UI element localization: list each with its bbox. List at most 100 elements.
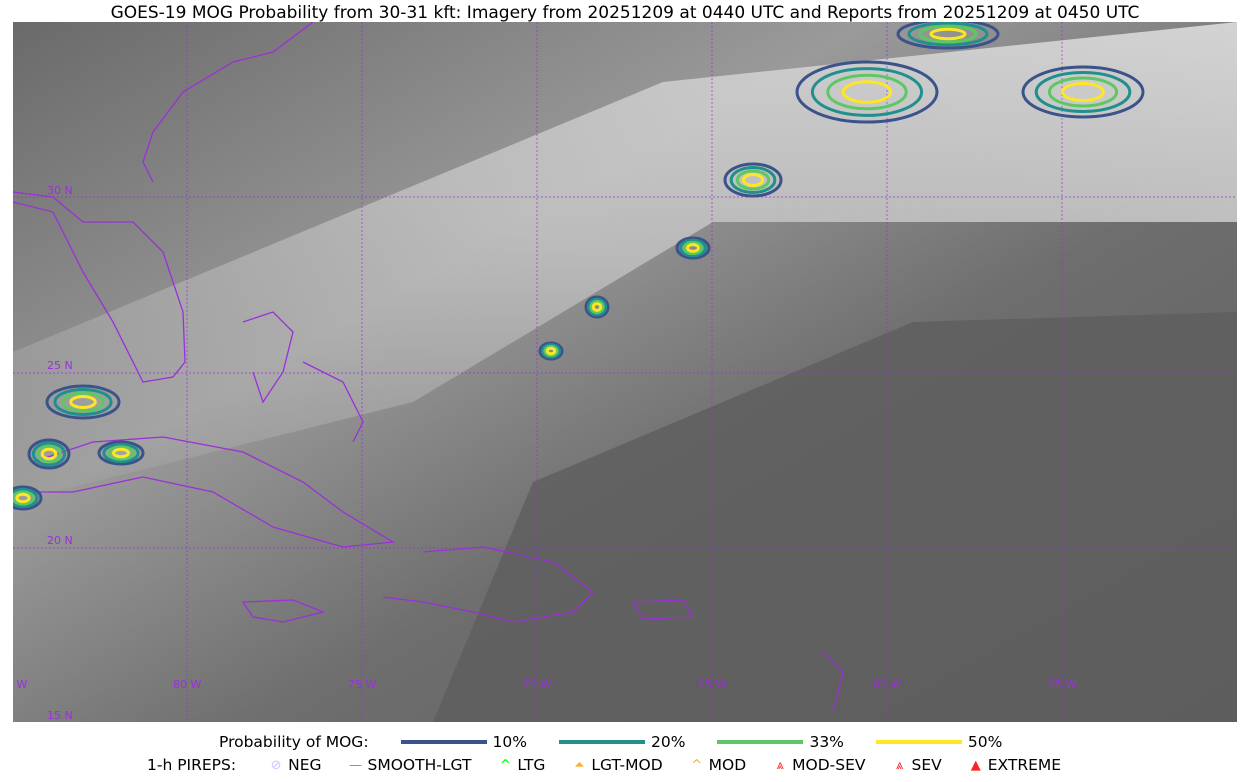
pirep-label: SMOOTH-LGT <box>367 756 472 774</box>
contour-33% <box>61 391 105 413</box>
contour-20% <box>586 297 608 317</box>
level-swatch <box>400 740 487 744</box>
contour-50% <box>15 492 31 504</box>
lon-label: 70 W <box>523 678 551 691</box>
pirep-item-0: ⊘ NEG <box>266 756 322 774</box>
lon-label: 80 W <box>173 678 201 691</box>
filled-triangle-icon: ▲ <box>970 757 981 773</box>
legend-level-1: 20% <box>559 733 685 751</box>
dark-region <box>433 312 1237 722</box>
contour-33% <box>918 24 978 44</box>
level-label: 20% <box>651 733 686 751</box>
contour-20% <box>13 487 39 509</box>
legend-level-3: 50% <box>875 733 1003 751</box>
caret-icon: ^ <box>499 757 511 773</box>
level-swatch <box>875 740 962 744</box>
contour-50% <box>841 80 893 104</box>
pireps-legend-label: 1-h PIREPS: <box>147 756 237 774</box>
longitude-labels: 85 W 80 W 75 W 70 W 65 W 60 W 55 W <box>13 678 1076 691</box>
contour-10% <box>896 22 1000 50</box>
pirep-label: LTG <box>517 756 546 774</box>
level-label: 33% <box>809 733 844 751</box>
lat-label: 15 N <box>47 709 73 722</box>
contour-50% <box>40 447 58 461</box>
line-icon: — <box>349 757 363 773</box>
contour-20% <box>102 442 140 464</box>
contour-20% <box>31 441 67 467</box>
contour-10% <box>45 384 121 420</box>
probability-legend-label: Probability of MOG: <box>219 733 369 751</box>
legend-level-0: 10% <box>400 733 527 751</box>
contour-20% <box>907 22 989 47</box>
caret-icon: ^ <box>691 757 703 773</box>
mog-probability-contours <box>13 22 1145 511</box>
cloud-band <box>13 22 1237 502</box>
pirep-item-1: — SMOOTH-LGT <box>346 756 472 774</box>
pirep-label: NEG <box>288 756 322 774</box>
neg-icon: ⊘ <box>270 757 282 773</box>
contour-20% <box>679 238 707 258</box>
contour-33% <box>1047 76 1119 108</box>
contour-10% <box>538 341 564 361</box>
graticule <box>13 22 1237 722</box>
lon-label: 55 W <box>1048 678 1076 691</box>
contour-33% <box>735 169 771 191</box>
double-caret-icon: ⩓ <box>895 757 904 773</box>
level-swatch <box>717 740 804 744</box>
contour-50% <box>1061 82 1105 102</box>
contour-50% <box>686 243 700 253</box>
contour-50% <box>929 27 967 41</box>
contour-10% <box>13 485 43 511</box>
latitude-labels: 30 N 25 N 20 N 15 N <box>47 184 73 722</box>
legend-level-2: 33% <box>717 733 844 751</box>
contour-10% <box>723 162 783 198</box>
contour-33% <box>107 445 135 461</box>
level-label: 10% <box>492 733 527 751</box>
contour-20% <box>810 67 924 117</box>
pirep-label: LGT-MOD <box>591 756 663 774</box>
contour-33% <box>682 240 704 256</box>
contour-33% <box>543 345 559 357</box>
pirep-item-3: ⏶ LGT-MOD <box>569 756 662 774</box>
contour-10% <box>27 438 71 470</box>
contour-33% <box>13 490 35 506</box>
contour-50% <box>69 395 97 409</box>
lon-label: 60 W <box>873 678 901 691</box>
contour-33% <box>589 299 605 315</box>
double-caret-bar-icon: ⩓ <box>776 757 784 773</box>
level-label: 50% <box>967 733 1003 751</box>
probability-legend: Probability of MOG: 10% 20% 33% 50% <box>0 733 1250 751</box>
pirep-label: MOD-SEV <box>792 756 866 774</box>
lat-label: 25 N <box>47 359 73 372</box>
pirep-label: SEV <box>911 756 942 774</box>
contour-50% <box>591 302 603 312</box>
contour-10% <box>1021 65 1145 119</box>
lon-label: 85 W <box>13 678 27 691</box>
coastlines <box>13 22 844 713</box>
lon-label: 65 W <box>698 678 726 691</box>
pireps-legend: 1-h PIREPS: ⊘ NEG — SMOOTH-LGT ^ LTG ⏶ LGT-MOD ^… <box>0 756 1250 774</box>
contour-33% <box>36 444 62 464</box>
contour-20% <box>729 166 777 194</box>
lat-label: 30 N <box>47 184 73 197</box>
pirep-item-2: ^ LTG <box>495 756 545 774</box>
satellite-map: 85 W 80 W 75 W 70 W 65 W 60 W 55 W 30 N … <box>13 22 1237 722</box>
pirep-label: EXTREME <box>987 756 1062 774</box>
pirep-item-7: ▲ EXTREME <box>966 756 1061 774</box>
lat-label: 20 N <box>47 534 73 547</box>
pirep-item-4: ^ MOD <box>687 756 747 774</box>
contour-33% <box>826 73 908 111</box>
contour-20% <box>540 343 562 359</box>
pirep-label: MOD <box>708 756 747 774</box>
lon-label: 75 W <box>348 678 376 691</box>
contour-20% <box>1034 71 1132 113</box>
contour-50% <box>112 447 130 459</box>
pirep-item-5: ⩓ MOD-SEV <box>770 756 866 774</box>
contour-50% <box>741 173 765 187</box>
contour-10% <box>675 236 711 260</box>
caret-bar-icon: ⏶ <box>574 757 585 773</box>
contour-20% <box>53 388 113 416</box>
contour-10% <box>584 295 610 319</box>
pirep-item-6: ⩓ SEV <box>890 756 942 774</box>
contour-10% <box>97 440 145 466</box>
